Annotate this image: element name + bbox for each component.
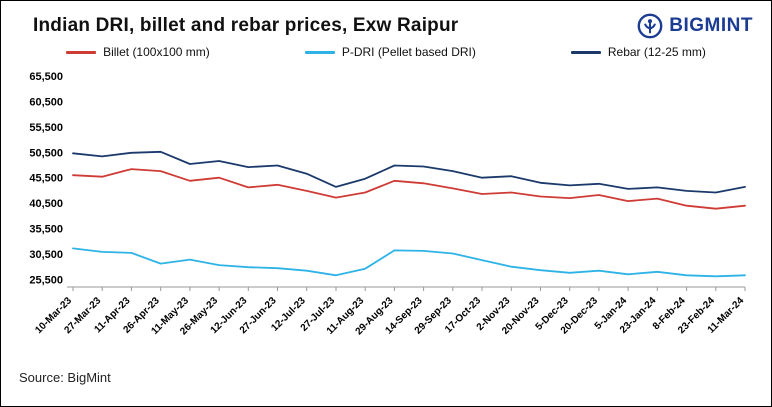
legend-swatch: [66, 50, 97, 54]
legend-label: Billet (100x100 mm): [103, 45, 210, 59]
svg-text:30,500: 30,500: [29, 249, 63, 261]
legend-label: Rebar (12-25 mm): [607, 45, 706, 59]
svg-text:50,500: 50,500: [29, 147, 63, 159]
bigmint-logo: BIGMINT: [637, 13, 753, 39]
legend: Billet (100x100 mm) P-DRI (Pellet based D…: [15, 45, 757, 59]
legend-item: Billet (100x100 mm): [66, 45, 210, 59]
legend-swatch: [304, 50, 335, 54]
chart-title: Indian DRI, billet and rebar prices, Exw…: [33, 15, 459, 36]
legend-item: P-DRI (Pellet based DRI): [304, 45, 476, 59]
svg-text:65,500: 65,500: [29, 71, 63, 83]
header: Indian DRI, billet and rebar prices, Exw…: [15, 11, 757, 39]
svg-text:45,500: 45,500: [29, 173, 63, 185]
source-note: Source: BigMint: [19, 370, 111, 385]
svg-text:55,500: 55,500: [29, 122, 63, 134]
svg-text:35,500: 35,500: [29, 224, 63, 236]
chart-svg: 25,500 30,500 35,500 40,500 45,500 50,500 55,5…: [29, 71, 746, 337]
legend-swatch: [570, 50, 601, 54]
svg-text:25,500: 25,500: [29, 274, 63, 286]
svg-text:60,500: 60,500: [29, 97, 63, 109]
bigmint-logo-text: BIGMINT: [669, 15, 753, 36]
bigmint-logo-icon: [637, 13, 663, 39]
legend-item: Rebar (12-25 mm): [570, 45, 706, 59]
svg-text:40,500: 40,500: [29, 198, 63, 210]
legend-label: P-DRI (Pellet based DRI): [341, 45, 476, 59]
